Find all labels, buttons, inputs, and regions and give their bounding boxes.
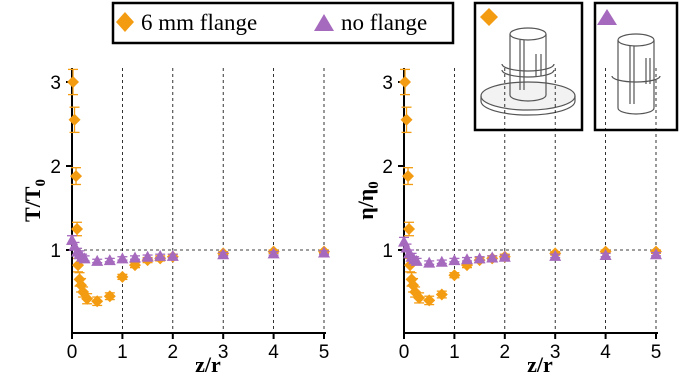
data-point-triangle — [91, 254, 104, 266]
data-point-triangle — [116, 252, 129, 264]
x-tick-label: 3 — [550, 342, 561, 363]
y-axis-title-main: T/T — [20, 186, 45, 222]
data-point-triangle — [448, 254, 461, 266]
data-point-triangle — [423, 256, 436, 268]
legend: 6 mm flange no flange — [111, 1, 455, 45]
legend-diamond-marker — [116, 12, 134, 32]
x-tick-label: 2 — [168, 342, 179, 363]
inset-triangle-marker — [597, 9, 617, 25]
data-point-triangle — [78, 252, 91, 264]
data-point-diamond — [400, 113, 413, 126]
x-tick-label: 1 — [117, 342, 128, 363]
x-tick-label: 0 — [67, 342, 78, 363]
data-point-diamond — [103, 290, 116, 303]
data-point-diamond — [67, 76, 80, 88]
data-point-diamond — [448, 269, 461, 282]
inset-flange — [473, 1, 584, 132]
data-point-triangle — [599, 249, 612, 261]
x-axis-title: z/r — [195, 352, 221, 377]
y-tick-label: 3 — [50, 73, 61, 94]
legend-label-flange: 6 mm flange — [141, 10, 257, 35]
x-tick-label: 3 — [218, 342, 229, 363]
y-tick-label: 2 — [50, 157, 61, 178]
data-point-diamond — [116, 270, 129, 283]
x-tick-label: 0 — [399, 342, 410, 363]
y-tick-label: 1 — [382, 241, 393, 262]
data-point-diamond — [71, 223, 84, 235]
inset-diamond-marker — [480, 8, 498, 26]
x-tick-label: 2 — [500, 342, 511, 363]
y-axis-title: η/η0 — [353, 181, 382, 220]
x-axis-title: z/r — [527, 352, 553, 377]
data-point-triangle — [650, 248, 662, 260]
x-tick-label: 4 — [600, 342, 611, 363]
y-axis-title: T/T0 — [20, 179, 49, 222]
data-point-diamond — [68, 113, 81, 126]
legend-triangle-marker — [314, 14, 334, 31]
y-axis-title-subscript: 0 — [366, 181, 382, 189]
data-point-diamond — [91, 295, 104, 308]
data-point-triangle — [103, 254, 116, 266]
data-point-triangle — [166, 249, 179, 261]
inset-no-flange — [593, 1, 679, 132]
data-point-triangle — [473, 252, 486, 264]
legend-frame — [111, 1, 455, 45]
x-tick-label: 1 — [449, 342, 460, 363]
y-axis-title-subscript: 0 — [33, 179, 49, 187]
data-point-diamond — [403, 223, 416, 235]
data-point-triangle — [318, 246, 330, 258]
x-tick-label: 5 — [651, 342, 662, 363]
data-point-diamond — [435, 288, 448, 301]
data-point-diamond — [413, 291, 426, 304]
data-point-triangle — [410, 254, 423, 266]
y-tick-label: 3 — [382, 73, 393, 94]
data-point-triangle — [154, 249, 167, 261]
data-point-triangle — [141, 250, 154, 262]
data-point-diamond — [81, 292, 94, 305]
data-point-triangle — [435, 255, 448, 267]
x-tick-label: 5 — [319, 342, 330, 363]
data-point-triangle — [217, 248, 230, 260]
data-point-triangle — [129, 251, 141, 263]
y-tick-label: 1 — [50, 241, 61, 262]
legend-label-no-flange: no flange — [341, 10, 427, 35]
data-point-triangle — [498, 250, 511, 262]
x-tick-label: 4 — [268, 342, 279, 363]
data-point-triangle — [461, 253, 473, 265]
data-point-diamond — [402, 170, 415, 183]
data-point-diamond — [399, 76, 412, 88]
plain-cylinder-illustration — [611, 33, 661, 115]
data-point-diamond — [423, 294, 436, 307]
data-point-triangle — [267, 247, 280, 259]
data-point-diamond — [70, 170, 83, 183]
data-point-triangle — [486, 251, 499, 263]
y-axis-title-main: η/η — [353, 189, 378, 220]
y-tick-label: 2 — [382, 157, 393, 178]
data-point-triangle — [549, 249, 562, 261]
